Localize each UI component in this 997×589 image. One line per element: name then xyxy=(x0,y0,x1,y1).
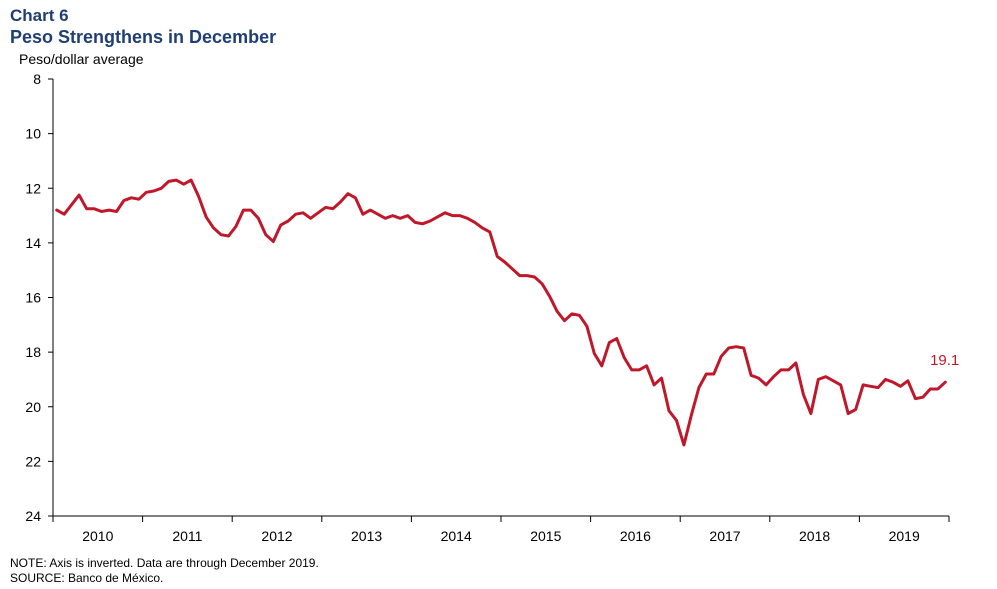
chart-title: Peso Strengthens in December xyxy=(10,27,277,47)
x-tick-label: 2015 xyxy=(530,528,561,544)
x-tick-label: 2018 xyxy=(799,528,830,544)
y-tick-label: 8 xyxy=(33,71,41,87)
chart-label: Chart 6 xyxy=(10,6,69,25)
x-tick-label: 2016 xyxy=(620,528,651,544)
x-tick-label: 2010 xyxy=(82,528,113,544)
y-tick-label: 12 xyxy=(25,180,41,196)
x-tick-label: 2013 xyxy=(351,528,382,544)
y-tick-label: 20 xyxy=(25,399,41,415)
y-tick-label: 10 xyxy=(25,126,41,142)
footnote-source: SOURCE: Banco de México. xyxy=(10,571,164,585)
series-line xyxy=(55,178,947,447)
last-value-label: 19.1 xyxy=(930,352,959,369)
footnote-note: NOTE: Axis is inverted. Data are through… xyxy=(10,556,319,570)
y-axis-label: Peso/dollar average xyxy=(19,51,144,67)
y-tick-label: 22 xyxy=(25,453,41,469)
x-tick-label: 2017 xyxy=(709,528,740,544)
x-tick-label: 2011 xyxy=(172,528,202,544)
x-tick-label: 2012 xyxy=(261,528,292,544)
y-tick-label: 24 xyxy=(25,508,41,524)
x-tick-label: 2019 xyxy=(889,528,920,544)
y-tick-label: 14 xyxy=(25,235,41,251)
y-tick-label: 18 xyxy=(25,344,41,360)
x-tick-label: 2014 xyxy=(441,528,472,544)
y-tick-label: 16 xyxy=(25,290,41,306)
